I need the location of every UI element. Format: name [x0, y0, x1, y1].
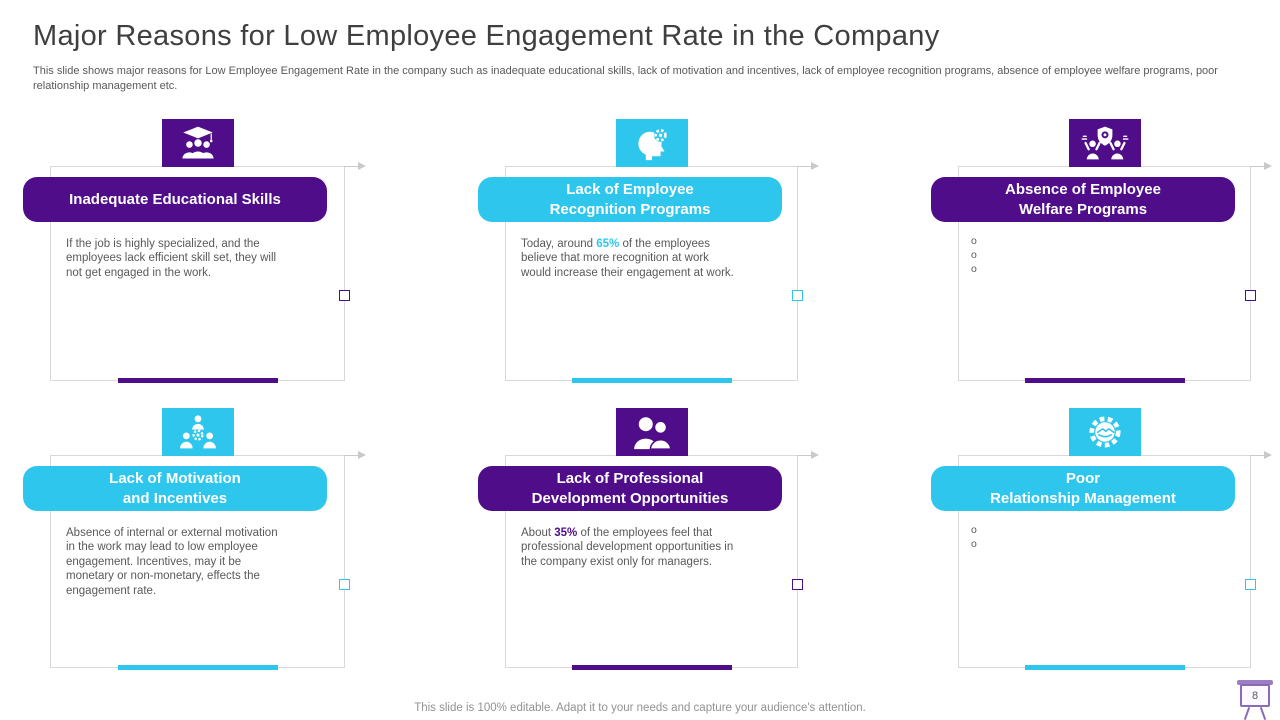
card-title-line: Lack of Motivation	[109, 470, 241, 487]
card-title-line: Welfare Programs	[1018, 200, 1148, 218]
bullet-item	[971, 249, 1242, 262]
bottom-accent-bar	[571, 378, 732, 383]
bottom-accent-bar	[1024, 378, 1185, 383]
footer-note: This slide is 100% editable. Adapt it to…	[414, 702, 866, 714]
body-text: of the employees feel that professional …	[521, 527, 734, 568]
card-lack-of-employee-recognition-programs: Lack of Employee Recognition Programs To…	[478, 119, 819, 383]
card-title-line: Lack of Employee	[566, 181, 694, 198]
card-body-text: About 35% of the employees feel that pro…	[521, 526, 736, 569]
arrow-right-icon	[1250, 162, 1272, 172]
bullet-text	[990, 538, 1242, 551]
bottom-accent-bar	[117, 378, 278, 383]
card-lack-of-professional-development-opportunities: Lack of Professional Development Opportu…	[478, 408, 819, 670]
card-title-line: Recognition Programs	[549, 200, 711, 218]
gear-handshake-icon	[1068, 408, 1141, 456]
card-title-line: Development Opportunities	[531, 489, 729, 507]
highlight-value: 35%	[554, 527, 578, 539]
page-number: 8	[1240, 684, 1270, 707]
card-body-text: Absence of internal or external motivati…	[66, 526, 281, 598]
highlight-value: 65%	[596, 238, 620, 250]
bullet-text	[990, 249, 1242, 262]
card-title: Inadequate Educational Skills	[23, 177, 327, 222]
page-number-easel-icon: 8	[1236, 680, 1274, 720]
card-bullet-list	[971, 524, 1242, 551]
card-title: Lack of Motivation and Incentives	[23, 466, 327, 511]
side-square-marker	[1245, 290, 1256, 301]
body-text: Absence of internal or external motivati…	[66, 527, 278, 597]
body-text: About	[521, 527, 555, 539]
side-square-marker	[339, 579, 350, 590]
card-title-line: Relationship Management	[990, 489, 1176, 507]
card-inadequate-educational-skills: Inadequate Educational Skills If the job…	[23, 119, 366, 383]
body-text: Today, around	[521, 238, 597, 250]
two-people-icon	[615, 408, 688, 456]
bottom-accent-bar	[1024, 665, 1185, 670]
arrow-right-icon	[1250, 451, 1272, 461]
card-title-line: Lack of Professional	[556, 470, 704, 487]
side-square-marker	[792, 290, 803, 301]
card-title-line: Inadequate Educational Skills	[69, 190, 281, 208]
bullet-text	[990, 235, 1242, 248]
card-lack-of-motivation-and-incentives: Lack of Motivation and Incentives Absenc…	[23, 408, 366, 670]
bottom-accent-bar	[571, 665, 732, 670]
card-absence-of-employee-welfare-programs: Absence of Employee Welfare Programs	[931, 119, 1272, 383]
head-gear-icon	[615, 119, 688, 167]
easel-leg	[1259, 707, 1267, 720]
page-title: Major Reasons for Low Employee Engagemen…	[33, 20, 940, 52]
card-title-line: and Incentives	[122, 489, 228, 507]
bullet-text	[990, 263, 1242, 276]
arrow-right-icon	[797, 162, 819, 172]
arrow-right-icon	[344, 451, 366, 461]
arrow-right-icon	[344, 162, 366, 172]
card-bullet-list	[971, 235, 1242, 276]
card-title: Absence of Employee Welfare Programs	[931, 177, 1235, 222]
card-body-text: If the job is highly specialized, and th…	[66, 237, 281, 280]
body-text: of the employees believe that more recog…	[521, 238, 734, 279]
bottom-accent-bar	[117, 665, 278, 670]
bullet-item	[971, 235, 1242, 248]
shield-cheering-people-icon	[1068, 119, 1141, 167]
card-title: Lack of Professional Development Opportu…	[478, 466, 782, 511]
easel-top-bar	[1237, 680, 1273, 685]
side-square-marker	[792, 579, 803, 590]
card-title: Lack of Employee Recognition Programs	[478, 177, 782, 222]
card-title: Poor Relationship Management	[931, 466, 1235, 511]
people-gear-icon	[161, 408, 234, 456]
body-text: If the job is highly specialized, and th…	[66, 238, 277, 279]
page-subtitle: This slide shows major reasons for Low E…	[33, 65, 1218, 93]
side-square-marker	[339, 290, 350, 301]
bullet-item	[971, 263, 1242, 276]
side-square-marker	[1245, 579, 1256, 590]
graduation-cap-people-icon	[161, 119, 234, 167]
card-body-text: Today, around 65% of the employees belie…	[521, 237, 736, 280]
easel-leg	[1243, 707, 1251, 720]
bullet-text	[990, 524, 1242, 537]
bullet-item	[971, 524, 1242, 537]
bullet-item	[971, 538, 1242, 551]
card-title-line: Poor	[1065, 470, 1101, 487]
arrow-right-icon	[797, 451, 819, 461]
card-title-line: Absence of Employee	[1005, 181, 1161, 198]
card-poor-relationship-management: Poor Relationship Management	[931, 408, 1272, 670]
